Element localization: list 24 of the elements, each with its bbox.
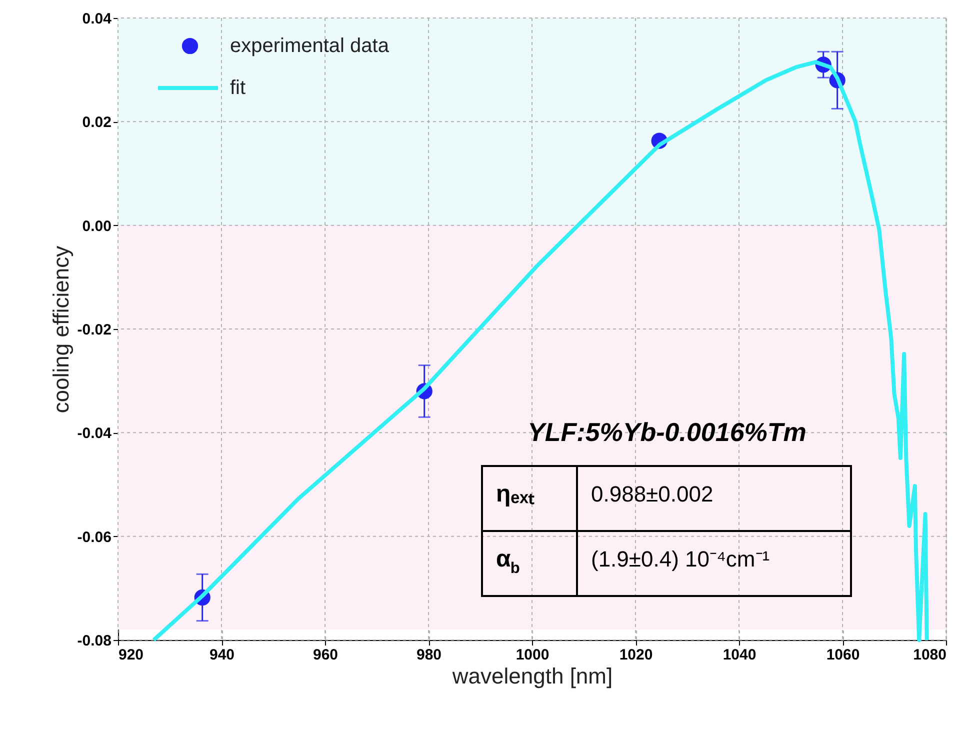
- x-tick-label: 1060: [826, 646, 860, 664]
- annotation: ηₑₓₜ: [496, 480, 534, 508]
- x-tick-label: 1000: [516, 646, 550, 664]
- y-tick-label: 0.04: [82, 10, 112, 28]
- x-tick-label: 1020: [619, 646, 653, 664]
- x-tick-label: 940: [209, 646, 235, 664]
- y-tick-label: -0.08: [77, 632, 112, 650]
- annotation: YLF:5%Yb-0.0016%Tm: [528, 417, 806, 447]
- y-tick-label: -0.06: [77, 528, 112, 546]
- legend-label: fit: [230, 77, 246, 99]
- y-axis-title: cooling efficiency: [48, 246, 74, 414]
- x-axis-title: wavelength [nm]: [451, 664, 613, 688]
- x-tick-label: 1040: [722, 646, 756, 664]
- x-tick-label: 960: [312, 646, 338, 664]
- annotation: (1.9±0.4) 10⁻⁴cm⁻¹: [591, 546, 770, 572]
- y-tick-label: -0.02: [77, 322, 112, 338]
- x-tick-label: 920: [118, 646, 144, 664]
- y-tick-label: 0.00: [82, 218, 112, 235]
- y-tick-label: -0.04: [77, 425, 112, 442]
- x-tick-label: 980: [416, 646, 442, 664]
- y-tick-label: 0.02: [82, 114, 112, 132]
- annotation: 0.988±0.002: [591, 482, 714, 506]
- x-tick-label: 1080: [913, 646, 946, 664]
- legend-label: experimental data: [230, 35, 390, 57]
